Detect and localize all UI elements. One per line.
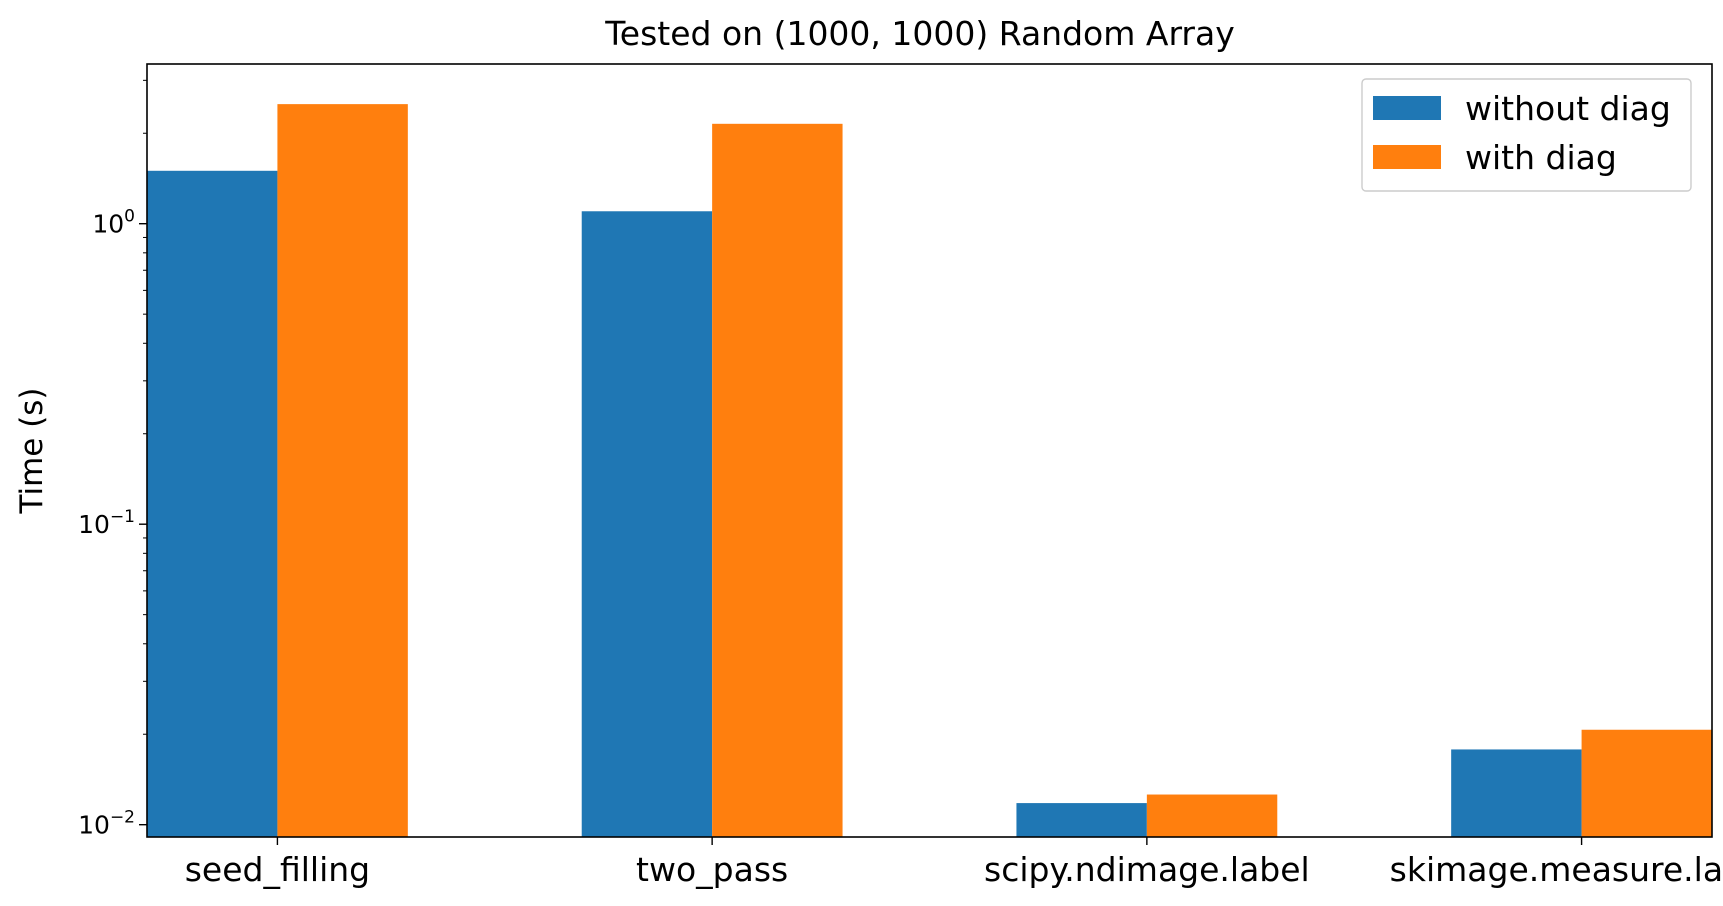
- y-tick-label: 10−1: [78, 507, 135, 539]
- legend-label: without diag: [1465, 89, 1671, 128]
- x-tick-label: skimage.measure.label: [1390, 850, 1723, 889]
- bar-without-diag-2: [1016, 803, 1147, 837]
- chart-title: Tested on (1000, 1000) Random Array: [604, 14, 1235, 53]
- bar-with-diag-0: [277, 104, 408, 837]
- y-major-ticks: 10−2 10−1 100: [78, 207, 147, 840]
- x-tick-label: two_pass: [636, 850, 788, 889]
- legend-swatch: [1373, 145, 1441, 169]
- bar-with-diag-2: [1146, 794, 1278, 837]
- legend-swatch: [1373, 96, 1441, 120]
- bar-with-diag-1: [712, 123, 843, 837]
- legend-label: with diag: [1465, 138, 1617, 177]
- y-tick-label: 100: [92, 207, 135, 239]
- x-tick-label: scipy.ndimage.label: [984, 850, 1310, 889]
- y-axis-label: Time (s): [14, 387, 50, 514]
- bar-without-diag-0: [147, 170, 278, 838]
- x-ticks: seed_filling two_pass scipy.ndimage.label s…: [185, 837, 1723, 889]
- bar-without-diag-3: [1451, 749, 1582, 837]
- bar-with-diag-3: [1581, 729, 1712, 837]
- y-tick-label: 10−2: [78, 808, 135, 840]
- legend: without diag with diag: [1361, 78, 1692, 192]
- legend-box: [1361, 78, 1692, 192]
- plot-frame: [146, 63, 1713, 838]
- bar-without-diag-1: [581, 211, 713, 837]
- x-tick-label: seed_filling: [185, 850, 370, 889]
- bars-group: [147, 104, 1712, 838]
